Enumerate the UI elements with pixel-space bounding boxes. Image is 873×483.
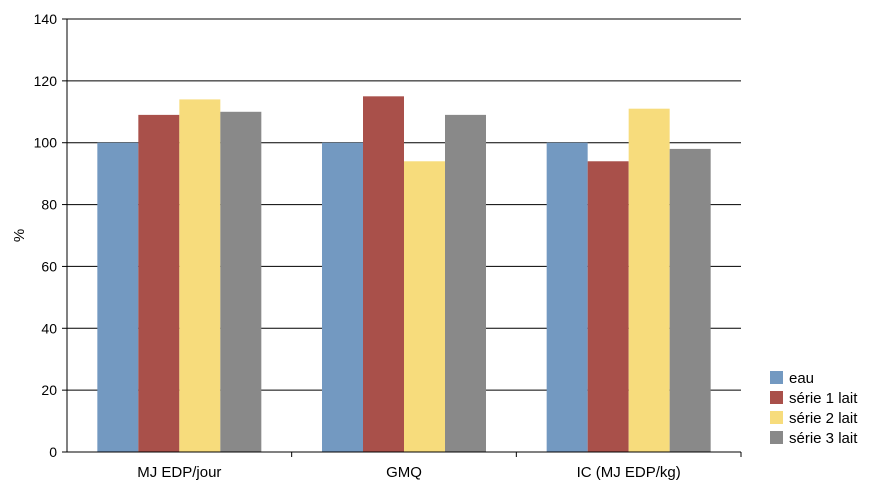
legend-swatch [770,371,783,384]
y-tick-label: 120 [34,73,58,89]
x-category-label: GMQ [386,464,422,481]
legend-label: série 2 lait [789,410,858,427]
bar [445,114,486,452]
bar [138,114,180,452]
y-tick-labels: 0 20 40 60 80 100 120 140 [34,11,58,460]
legend-swatch [770,391,783,404]
legend-label: eau [789,370,814,387]
bar [322,142,363,452]
bar [546,142,588,452]
bar [628,108,670,452]
legend-label: série 1 lait [789,390,858,407]
y-tick-label: 0 [49,444,57,460]
legend-label: série 3 lait [789,430,858,447]
bar [179,99,221,453]
y-tick-label: 40 [41,320,57,336]
x-category-label: IC (MJ EDP/kg) [577,464,681,481]
x-category-labels: MJ EDP/jour GMQ IC (MJ EDP/kg) [137,464,681,481]
y-tick-label: 80 [41,197,57,213]
y-tick-label: 20 [41,382,57,398]
y-tick-label: 140 [34,11,58,27]
bar [220,111,262,453]
axes [62,18,742,457]
legend: eau série 1 lait série 2 lait série 3 lait [770,370,858,447]
bar [97,142,139,452]
x-category-label: MJ EDP/jour [137,464,221,481]
bar [669,148,711,452]
y-tick-label: 100 [34,135,58,151]
bar [363,96,404,453]
y-axis-label: % [11,229,28,242]
bar [587,161,629,452]
legend-swatch [770,431,783,444]
bars [97,96,711,453]
legend-swatch [770,411,783,424]
y-tick-label: 60 [41,258,57,274]
bar [404,161,445,452]
